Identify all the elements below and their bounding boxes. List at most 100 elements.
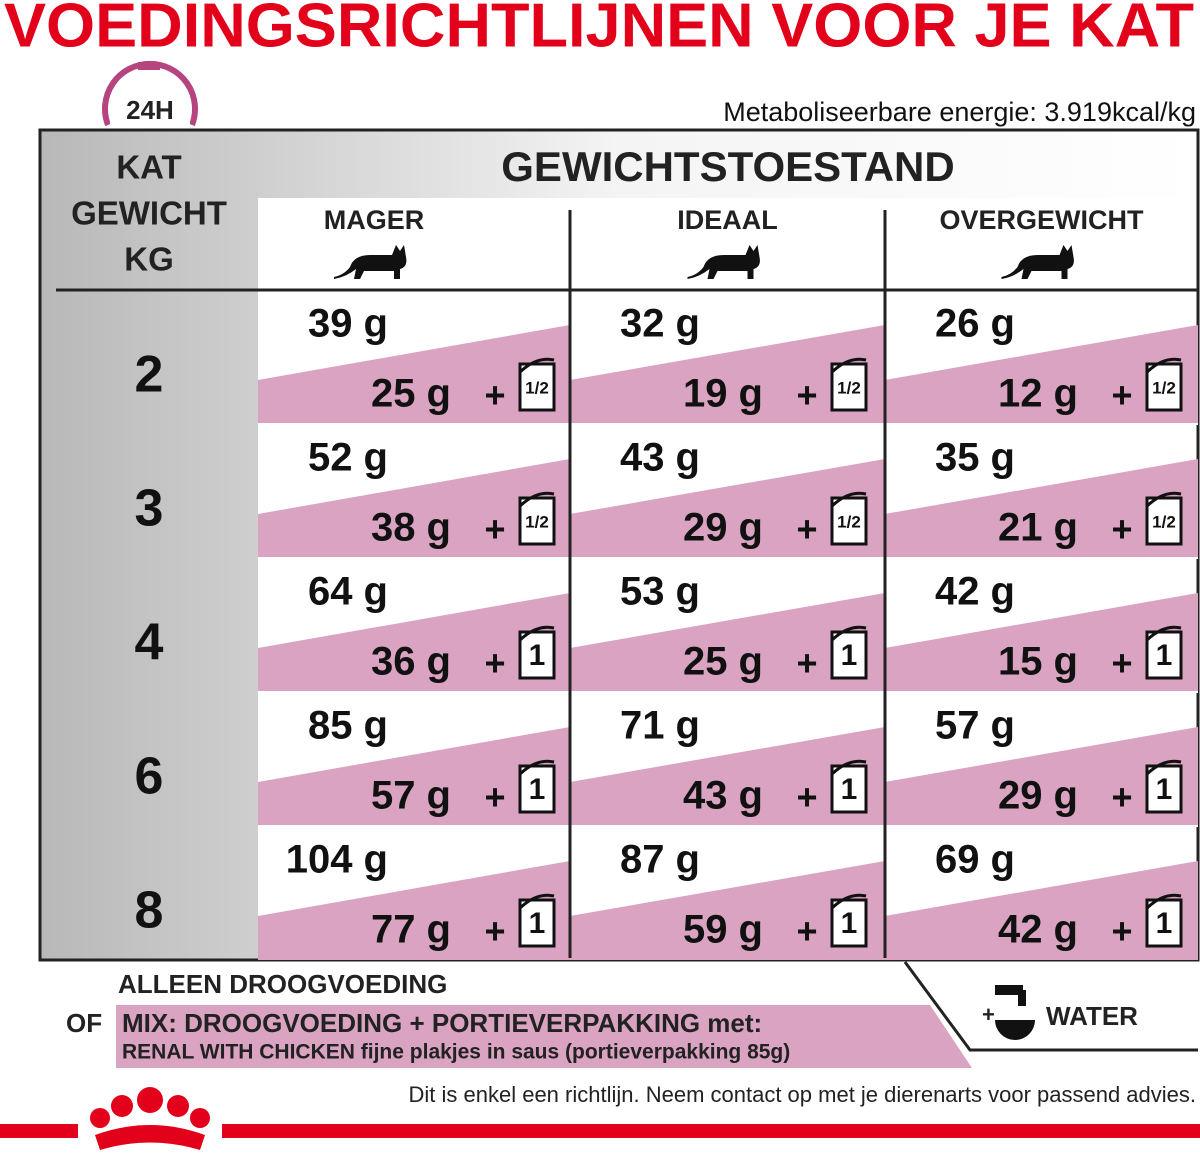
cat-shape [687,245,760,279]
legend: ALLEEN DROOGVOEDING OF MIX: DROOGVOEDING… [66,961,1198,1068]
weight: 6 [135,748,164,806]
plus: + [1111,777,1132,818]
pouch-amount: 1 [529,773,546,806]
pouch-flap [1145,759,1182,776]
dry-amount: 64 g [308,570,388,614]
plus: + [484,509,505,550]
pouch-flap [518,759,555,776]
weight: 2 [135,346,164,404]
pouch-icon [1145,630,1183,680]
pouch-icon [830,630,868,680]
pouch-flap [830,893,867,910]
pouch-flap [1145,625,1182,642]
pouch-amount: 1 [1156,639,1173,672]
mix-band [570,325,885,424]
mix-amount: 29 g [683,506,763,550]
mix-amount: 21 g [998,506,1078,550]
dry-amount: 39 g [308,302,388,346]
mix-amount: 36 g [371,640,451,684]
pouch-amount: 1 [841,639,858,672]
column-header: OVERGEWICHT [939,205,1144,235]
dry-amount: 32 g [620,302,700,346]
column-header: IDEAAL [677,205,778,235]
pouch-amount: 1 [841,907,858,940]
dry-amount: 104 g [286,838,388,882]
mix-amount: 25 g [683,640,763,684]
group-header: GEWICHTSTOESTAND [501,143,954,190]
plus: + [796,777,817,818]
dry-amount: 69 g [935,838,1015,882]
pouch-flap [830,357,867,374]
mix-amount: 29 g [998,774,1078,818]
dry-amount: 52 g [308,436,388,480]
mix-band [885,593,1198,692]
dry-amount: 35 g [935,436,1015,480]
weight-header: KAT [116,149,181,186]
dry-amount: 71 g [620,704,700,748]
dry-amount: 43 g [620,436,700,480]
pouch-icon [518,362,556,412]
cat-shape [1001,245,1074,279]
pouch-flap [518,893,555,910]
mix-band [116,1005,972,1068]
plus: + [484,643,505,684]
plus: + [796,643,817,684]
title: VOEDINGSRICHTLIJNEN VOOR JE KAT [4,0,1194,60]
mix-band [258,459,570,558]
plus: + [484,777,505,818]
pouch-amount: 1 [529,639,546,672]
footer: Dit is enkel een richtlijn. Neem contact… [409,1082,1197,1107]
clock-icon [102,60,198,129]
legend-or: OF [66,1008,102,1038]
mix-band [885,459,1198,558]
mix-band [570,459,885,558]
plus: + [796,911,817,952]
pouch-icon [1145,362,1183,412]
legend-dry: ALLEEN DROOGVOEDING [118,969,447,999]
pouch-amount: 1 [529,907,546,940]
pouch-flap [1145,357,1182,374]
mix-amount: 42 g [998,908,1078,952]
water-plus: + [982,1002,995,1027]
dry-amount: 57 g [935,704,1015,748]
dry-amount: 26 g [935,302,1015,346]
weight: 4 [135,614,164,672]
pouch-icon [1145,898,1183,948]
mix-band [258,861,570,960]
cat-icon [1001,245,1074,279]
pouch-icon [518,764,556,814]
pouch-flap [830,759,867,776]
mix-amount: 38 g [371,506,451,550]
pouch-flap [518,625,555,642]
mix-band [570,861,885,960]
pouch-flap [518,357,555,374]
pouch-amount: 1 [841,773,858,806]
pouch-amount: 1 [1156,773,1173,806]
mix-amount: 43 g [683,774,763,818]
weight-header: KG [124,241,174,278]
pouch-amount: 1/2 [525,378,549,397]
mix-band [570,727,885,826]
weight: 8 [135,882,164,940]
pouch-amount: 1/2 [525,512,549,531]
plus: + [796,375,817,416]
pouch-icon [518,630,556,680]
pouch-amount: 1/2 [837,512,861,531]
mix-amount: 12 g [998,372,1078,416]
plus: + [484,911,505,952]
cat-icon [687,245,760,279]
pouch-icon [830,898,868,948]
water-frame [903,961,1198,1052]
pouch-flap [518,491,555,508]
column-header: MAGER [324,205,425,235]
cat-shape [334,245,407,279]
energy: Metaboliseerbare energie: 3.919kcal/kg [723,97,1196,127]
pouch-icon [518,898,556,948]
plus: + [1111,911,1132,952]
mix-band [885,861,1198,960]
mix-band [258,325,570,424]
mix-band [258,727,570,826]
pouch-icon [1145,496,1183,546]
